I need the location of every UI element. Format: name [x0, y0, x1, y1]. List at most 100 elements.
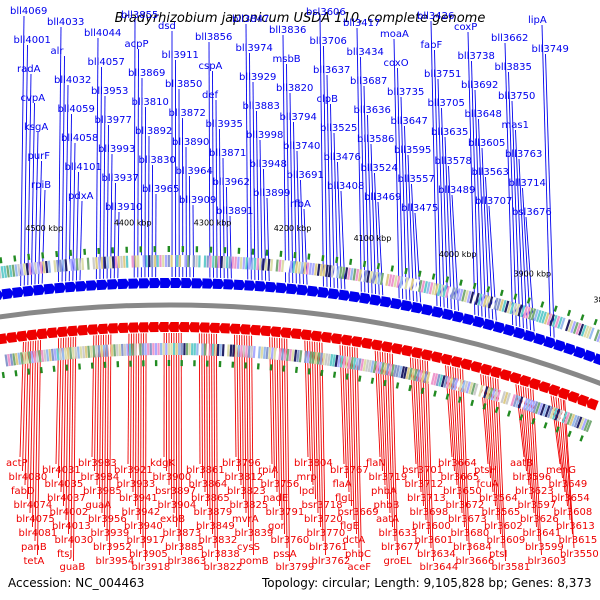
reverse-gene-label[interactable]: bsr3897: [155, 486, 196, 497]
reverse-gene-label[interactable]: blr3615: [559, 535, 598, 546]
reverse-gene-label[interactable]: blr3633: [379, 528, 418, 539]
reverse-gene-label[interactable]: fcuA: [477, 479, 499, 490]
reverse-gene-label[interactable]: blr3849: [196, 521, 235, 532]
reverse-gene-label[interactable]: blr3940: [124, 521, 163, 532]
reverse-gene-label[interactable]: blr3984: [81, 472, 120, 483]
reverse-gene-label[interactable]: mrp: [297, 472, 317, 483]
forward-gene-label[interactable]: bll3692: [461, 80, 498, 91]
reverse-gene-label[interactable]: blr3760: [271, 535, 310, 546]
forward-gene-label[interactable]: lipA: [528, 15, 547, 26]
reverse-gene-label[interactable]: blr3904: [158, 500, 197, 511]
forward-gene-label[interactable]: bll3636: [354, 105, 391, 116]
forward-gene-label[interactable]: bll3962: [213, 177, 250, 188]
reverse-gene-label[interactable]: blr3864: [189, 479, 228, 490]
forward-gene-label[interactable]: bll3794: [280, 112, 317, 123]
forward-gene-label[interactable]: bll4058: [61, 133, 98, 144]
forward-gene-label[interactable]: bll3891: [216, 206, 253, 217]
reverse-gene-label[interactable]: menG: [546, 465, 576, 476]
forward-gene-label[interactable]: bll3890: [172, 137, 209, 148]
forward-gene-label[interactable]: bll3937: [102, 173, 139, 184]
forward-gene-label[interactable]: bll3835: [495, 62, 532, 73]
reverse-gene-label[interactable]: blr3885: [165, 542, 204, 553]
forward-gene-label[interactable]: bll3810: [132, 97, 169, 108]
forward-gene-label[interactable]: bll3850: [165, 79, 202, 90]
forward-gene-label[interactable]: clpB: [317, 94, 339, 105]
reverse-gene-label[interactable]: ptsI: [489, 549, 507, 560]
reverse-gene-label[interactable]: blr4031: [42, 465, 81, 476]
reverse-gene-label[interactable]: blr4035: [45, 479, 84, 490]
forward-gene-label[interactable]: bll3869: [128, 68, 165, 79]
reverse-gene-label[interactable]: pssA: [273, 549, 297, 560]
reverse-gene-label[interactable]: gor: [268, 521, 285, 532]
reverse-gene-label[interactable]: actP: [6, 458, 28, 469]
forward-gene-label[interactable]: bll3749: [532, 44, 569, 55]
forward-gene-label[interactable]: bll3909: [179, 195, 216, 206]
forward-gene-label[interactable]: bll3856: [195, 32, 232, 43]
reverse-gene-label[interactable]: blr3603: [528, 556, 567, 567]
reverse-gene-label[interactable]: blr3865: [191, 493, 230, 504]
forward-gene-label[interactable]: bll3647: [391, 116, 428, 127]
reverse-gene-label[interactable]: blr3698: [410, 507, 449, 518]
reverse-gene-label[interactable]: blr3672: [446, 500, 485, 511]
forward-gene-label[interactable]: bll3763: [505, 149, 542, 160]
forward-gene-label[interactable]: bll3691: [287, 170, 324, 181]
reverse-gene-label[interactable]: blr3650: [443, 486, 482, 497]
forward-gene-label[interactable]: bll3998: [246, 130, 283, 141]
reverse-gene-label[interactable]: blr3761: [309, 542, 348, 553]
forward-gene-label[interactable]: mas1: [502, 120, 529, 131]
forward-gene-label[interactable]: bll3735: [387, 87, 424, 98]
forward-gene-label[interactable]: bll4101: [65, 162, 102, 173]
forward-gene-label[interactable]: purF: [28, 151, 51, 162]
reverse-gene-label[interactable]: ptsH: [474, 465, 497, 476]
reverse-gene-label[interactable]: dctA: [343, 535, 366, 546]
forward-gene-label[interactable]: bll3964: [176, 166, 213, 177]
reverse-gene-label[interactable]: blr3941: [119, 493, 158, 504]
reverse-gene-label[interactable]: blr3613: [556, 521, 595, 532]
forward-gene-label[interactable]: ksgA: [24, 122, 48, 133]
reverse-gene-label[interactable]: blr3564: [479, 493, 518, 504]
reverse-gene-label[interactable]: phbC: [345, 549, 371, 560]
reverse-gene-label[interactable]: blr3861: [186, 465, 225, 476]
forward-gene-label[interactable]: bll3586: [357, 134, 394, 145]
reverse-gene-label[interactable]: blr4080: [9, 472, 48, 483]
reverse-gene-label[interactable]: flgL: [335, 493, 354, 504]
reverse-gene-label[interactable]: blr3905: [129, 549, 168, 560]
forward-gene-label[interactable]: bll4044: [84, 28, 121, 39]
reverse-gene-label[interactable]: blr4002: [50, 507, 89, 518]
forward-gene-label[interactable]: bll3974: [236, 43, 273, 54]
reverse-gene-label[interactable]: blr3565: [482, 507, 521, 518]
reverse-gene-label[interactable]: blr3626: [520, 514, 559, 525]
reverse-gene-label[interactable]: blr3767: [330, 465, 369, 476]
reverse-gene-label[interactable]: blr3644: [420, 562, 459, 573]
forward-gene-label[interactable]: bll4001: [14, 35, 51, 46]
reverse-gene-label[interactable]: blr3600: [412, 521, 451, 532]
reverse-gene-label[interactable]: pomB: [240, 556, 269, 567]
forward-gene-label[interactable]: bll4032: [54, 75, 91, 86]
reverse-gene-label[interactable]: blr3608: [554, 507, 593, 518]
reverse-gene-label[interactable]: blr3666: [456, 556, 495, 567]
reverse-gene-label[interactable]: blr3985: [83, 486, 122, 497]
reverse-gene-label[interactable]: blr4074: [14, 500, 53, 511]
reverse-gene-label[interactable]: blr3680: [451, 528, 490, 539]
reverse-gene-label[interactable]: blr3863: [168, 556, 207, 567]
forward-gene-label[interactable]: dsd: [158, 21, 176, 32]
forward-gene-label[interactable]: fabF: [421, 40, 443, 51]
reverse-gene-label[interactable]: blr3822: [204, 562, 243, 573]
forward-gene-label[interactable]: bll3434: [347, 47, 384, 58]
forward-gene-label[interactable]: bll3714: [509, 178, 546, 189]
reverse-gene-label[interactable]: blr3917: [127, 535, 166, 546]
forward-gene-label[interactable]: bll3489: [438, 185, 475, 196]
reverse-gene-label[interactable]: blr4037: [47, 493, 86, 504]
reverse-gene-label[interactable]: blr3770: [307, 528, 346, 539]
forward-gene-label[interactable]: bll3707: [475, 196, 512, 207]
forward-gene-label[interactable]: bll3847: [232, 14, 269, 25]
reverse-gene-label[interactable]: guaB: [60, 562, 86, 573]
forward-gene-label[interactable]: bll3948: [250, 159, 287, 170]
reverse-gene-label[interactable]: bsr3669: [338, 507, 379, 518]
reverse-gene-label[interactable]: blr3609: [487, 535, 526, 546]
reverse-gene-label[interactable]: blr3641: [523, 528, 562, 539]
reverse-gene-label[interactable]: bsr3718: [302, 500, 343, 511]
forward-gene-label[interactable]: cspA: [199, 61, 223, 72]
reverse-gene-label[interactable]: blr3838: [201, 549, 240, 560]
reverse-gene-label[interactable]: bsr3701: [402, 465, 443, 476]
